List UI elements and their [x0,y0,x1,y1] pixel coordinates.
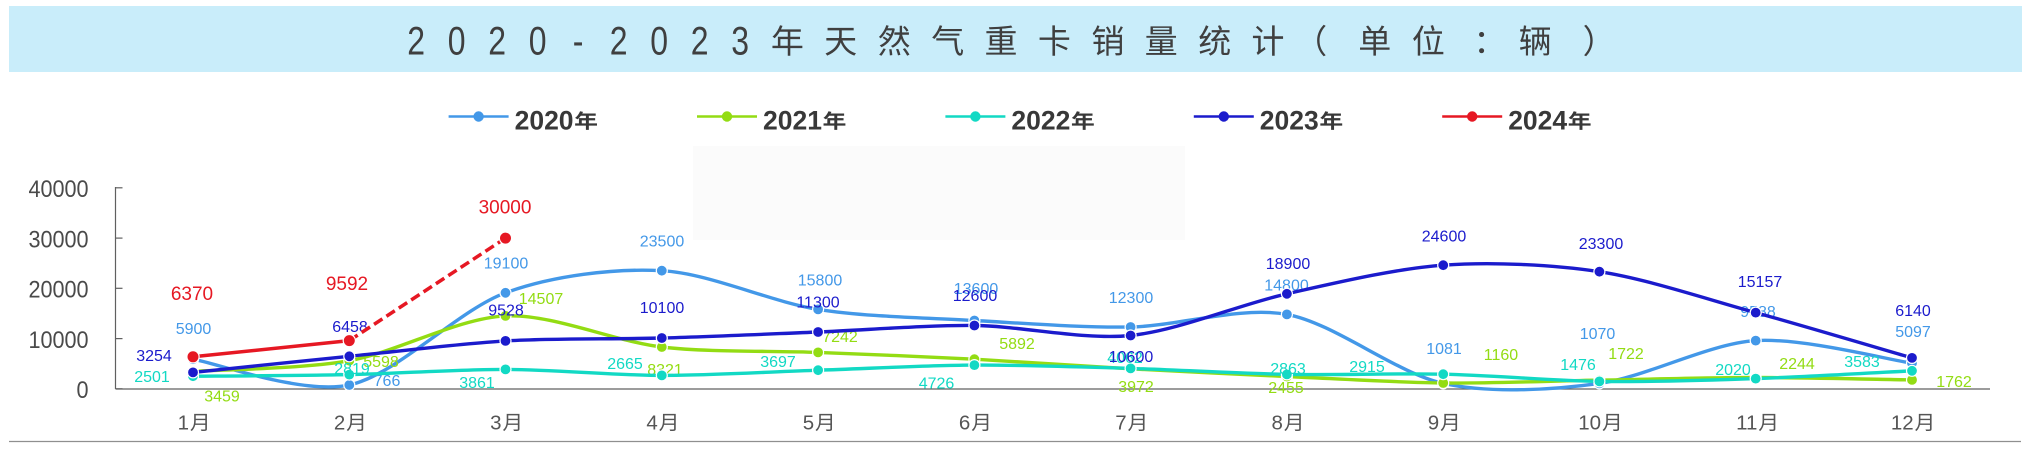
svg-text:2: 2 [334,412,345,435]
svg-text:6: 6 [959,412,970,435]
svg-text:0: 0 [529,18,547,63]
svg-text:766: 766 [374,373,401,390]
svg-text:14507: 14507 [519,291,564,308]
svg-text:0: 0 [448,18,466,63]
svg-text:1070: 1070 [1580,326,1616,343]
svg-text:11: 11 [1736,412,1757,435]
svg-text:19100: 19100 [484,255,529,272]
svg-text:4726: 4726 [919,375,955,392]
svg-text:2501: 2501 [134,369,170,386]
svg-text:1762: 1762 [1936,374,1972,391]
svg-text:1160: 1160 [1484,347,1519,364]
svg-text:40000: 40000 [28,175,88,202]
svg-text:13600: 13600 [954,281,999,298]
svg-text:-: - [573,18,584,63]
svg-text:6140: 6140 [1895,303,1931,320]
svg-text:2863: 2863 [1270,361,1306,378]
svg-text:2: 2 [407,18,425,63]
svg-text:10100: 10100 [640,300,685,317]
svg-text:30000: 30000 [28,225,88,252]
svg-text:3254: 3254 [136,348,172,365]
svg-text:2024: 2024 [1508,106,1567,136]
svg-text:15800: 15800 [798,272,843,289]
svg-text:30000: 30000 [479,197,532,218]
svg-text:23300: 23300 [1579,236,1624,253]
svg-text:9528: 9528 [488,302,524,319]
svg-text:9: 9 [1428,412,1439,435]
svg-text:7: 7 [1115,412,1126,435]
svg-text:11300: 11300 [796,294,839,311]
svg-text:6458: 6458 [332,319,368,336]
svg-text:4062: 4062 [1107,350,1143,367]
svg-text:10600: 10600 [1109,349,1154,366]
svg-text:1081: 1081 [1426,341,1462,358]
svg-text:3583: 3583 [1844,354,1880,371]
svg-text:5: 5 [803,412,814,435]
svg-text:5097: 5097 [1895,324,1931,341]
svg-text:12: 12 [1891,412,1914,435]
svg-text:0: 0 [76,376,88,403]
svg-text:2021: 2021 [763,106,822,136]
svg-text:2665: 2665 [607,356,643,373]
svg-text:5892: 5892 [999,336,1035,353]
svg-text:10000: 10000 [28,326,88,353]
svg-text:24600: 24600 [1422,228,1467,245]
svg-text:15157: 15157 [1738,274,1783,291]
svg-text:2020: 2020 [515,106,574,136]
svg-text:8: 8 [1271,412,1282,435]
svg-text:2: 2 [691,18,709,63]
svg-text:10: 10 [1578,412,1601,435]
svg-text:4: 4 [646,412,657,435]
svg-text:2023: 2023 [1260,106,1319,136]
svg-text:1476: 1476 [1560,357,1596,374]
svg-text:3697: 3697 [760,354,796,371]
svg-text:2020: 2020 [1715,362,1751,379]
svg-text:2455: 2455 [1268,380,1304,397]
svg-text:3861: 3861 [459,375,495,392]
svg-text:23500: 23500 [640,234,685,251]
svg-text:3972: 3972 [1118,379,1154,396]
svg-text:2: 2 [610,18,628,63]
svg-text:5598: 5598 [363,354,399,371]
svg-text:2915: 2915 [1349,359,1385,376]
svg-text:5900: 5900 [176,321,212,338]
svg-text:12300: 12300 [1109,290,1154,307]
svg-text:2244: 2244 [1779,356,1815,373]
svg-text:3: 3 [731,18,749,63]
svg-text:1: 1 [178,412,189,435]
svg-text:2819: 2819 [334,361,370,378]
svg-text:9592: 9592 [326,274,368,295]
svg-text:2022: 2022 [1011,106,1070,136]
svg-text:2: 2 [488,18,506,63]
svg-text:18900: 18900 [1266,256,1311,273]
svg-text:3459: 3459 [204,388,240,405]
svg-text:1722: 1722 [1608,346,1644,363]
svg-text:12600: 12600 [953,288,998,305]
svg-text:6370: 6370 [171,284,213,305]
svg-text:20000: 20000 [28,276,88,303]
svg-text:3: 3 [490,412,501,435]
svg-text:0: 0 [650,18,668,63]
